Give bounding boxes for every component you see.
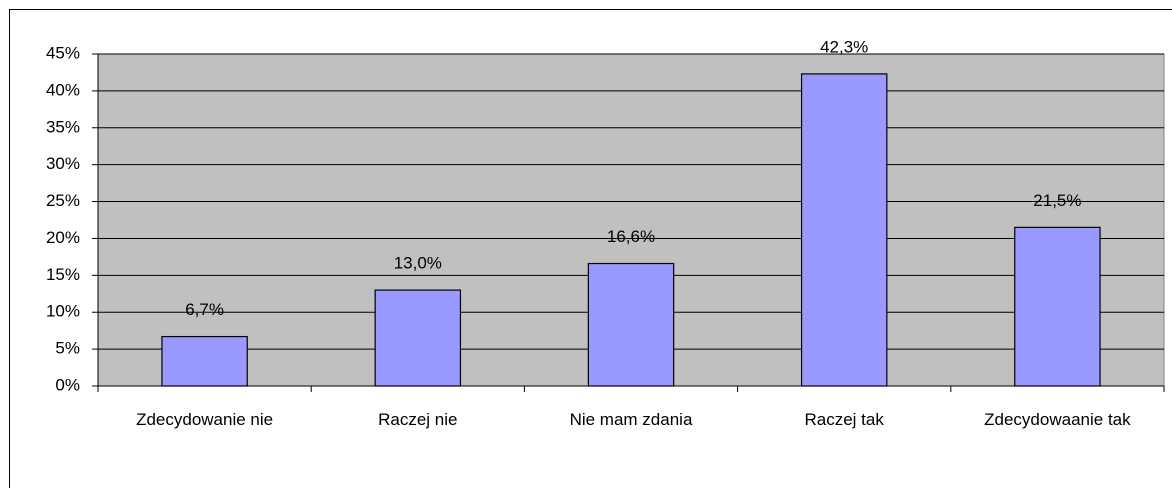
data-label: 42,3%: [820, 37, 868, 56]
data-label: 16,6%: [607, 227, 655, 246]
bar: [1014, 226, 1101, 387]
bar: [374, 289, 462, 387]
y-tick-label: 20%: [46, 228, 80, 247]
x-tick-label: Raczej tak: [804, 410, 884, 429]
y-tick-label: 10%: [46, 302, 80, 321]
bar: [161, 335, 248, 387]
y-tick-label: 45%: [46, 43, 80, 62]
y-tick-label: 40%: [46, 80, 80, 99]
x-tick-label: Nie mam zdania: [569, 410, 693, 429]
y-tick-label: 0%: [55, 375, 80, 394]
data-label: 6,7%: [185, 300, 224, 319]
bar: [800, 73, 888, 387]
y-tick-label: 35%: [46, 117, 80, 136]
x-tick-label: Zdecydowaanie tak: [984, 410, 1131, 429]
y-tick-label: 5%: [55, 339, 80, 358]
y-tick-label: 25%: [46, 191, 80, 210]
y-tick-label: 15%: [46, 265, 80, 284]
y-tick-label: 30%: [46, 154, 80, 173]
bar: [587, 262, 675, 387]
data-label: 13,0%: [394, 254, 442, 273]
x-tick-label: Raczej nie: [378, 410, 458, 429]
x-tick-label: Zdecydowanie nie: [136, 410, 274, 429]
data-label: 21,5%: [1033, 191, 1081, 210]
